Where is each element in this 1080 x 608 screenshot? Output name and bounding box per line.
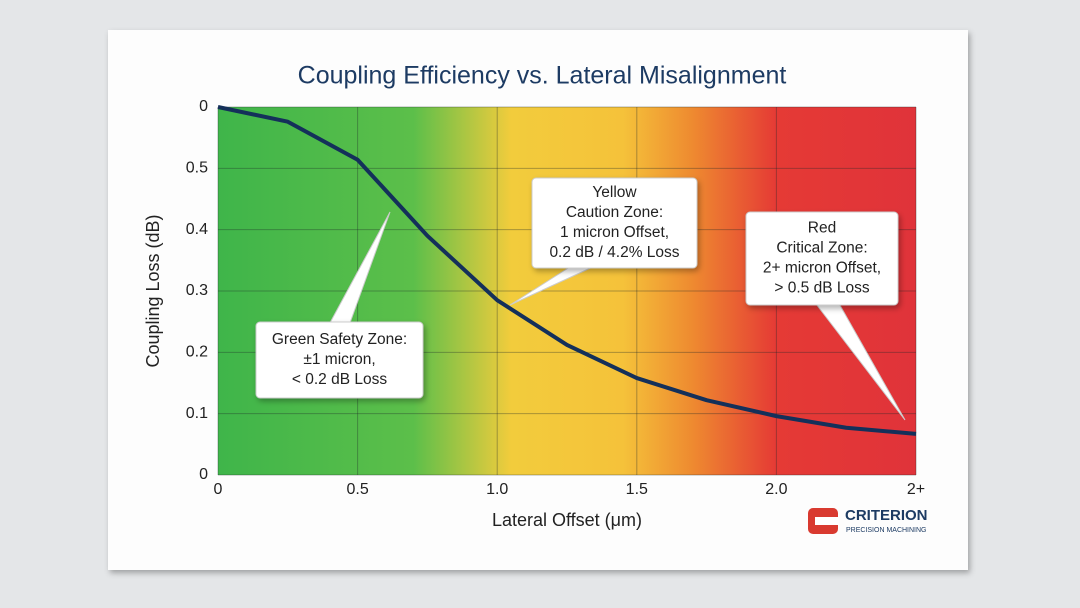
callout-text: ±1 micron, <box>303 351 375 368</box>
x-tick-label: 1.0 <box>486 481 508 498</box>
y-tick-label: 0 <box>199 466 208 483</box>
y-tick-label: 0.1 <box>186 405 208 422</box>
logo: CRITERION PRECISION MACHINING <box>808 507 928 534</box>
callout-text: Red <box>808 220 836 237</box>
y-tick-label: 0.4 <box>186 221 208 238</box>
callout-text: Green Safety Zone: <box>272 331 407 348</box>
y-tick-label: 0.3 <box>186 282 208 299</box>
x-axis-label: Lateral Offset (μm) <box>492 510 642 530</box>
callout-text: < 0.2 dB Loss <box>292 371 387 388</box>
callout-text: 1 micron Offset, <box>560 224 669 241</box>
logo-tagline: PRECISION MACHINING <box>846 527 927 534</box>
line-series <box>217 105 917 436</box>
callout-box <box>745 211 899 306</box>
y-tick-label: 0 <box>199 98 208 115</box>
callout-box <box>531 177 698 269</box>
callout-text: > 0.5 dB Loss <box>774 280 869 297</box>
callout-text: Caution Zone: <box>566 204 663 221</box>
chart-title: Coupling Efficiency vs. Lateral Misalign… <box>298 62 787 90</box>
x-tick-label: 0 <box>214 481 223 498</box>
x-tick-label: 2+ <box>907 481 925 498</box>
x-tick-label: 1.5 <box>626 481 648 498</box>
y-axis-label: Coupling Loss (dB) <box>143 214 163 367</box>
y-tick-label: 0.2 <box>186 344 208 361</box>
callout-text: Yellow <box>592 184 637 201</box>
callout-text: 2+ micron Offset, <box>763 260 881 277</box>
callout-box <box>255 321 424 399</box>
x-tick-label: 2.0 <box>765 481 787 498</box>
callout-text: 0.2 dB / 4.2% Loss <box>549 244 679 261</box>
logo-name: CRITERION <box>845 507 928 524</box>
logo-icon-cut <box>815 517 839 525</box>
callout-text: Critical Zone: <box>776 240 867 257</box>
y-tick-label: 0.5 <box>186 160 208 177</box>
x-tick-label: 0.5 <box>346 481 368 498</box>
